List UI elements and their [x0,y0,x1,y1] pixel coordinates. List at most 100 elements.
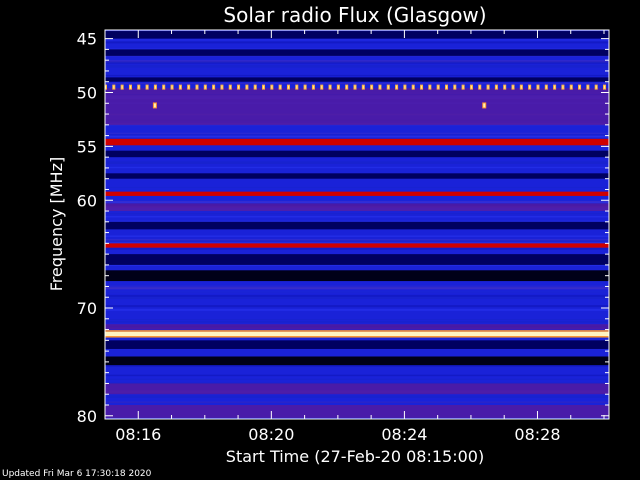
periodic-spot-core [346,85,348,89]
texture-stripe [105,287,609,290]
periodic-spot-core [604,85,606,89]
chart-title: Solar radio Flux (Glasgow) [223,3,486,27]
frequency-band [105,404,609,418]
periodic-spot-core [537,85,539,89]
periodic-spot-core [495,85,497,89]
frequency-band [105,173,609,179]
periodic-spot-core [520,85,522,89]
periodic-spot-core [213,85,215,89]
periodic-spot-core [196,85,198,89]
texture-stripe [105,215,609,218]
periodic-spot-core [437,85,439,89]
periodic-spot-core [421,85,423,89]
periodic-spot-core [545,85,547,89]
texture-stripe [105,166,609,169]
texture-stripe [105,132,609,134]
frequency-band [105,383,609,395]
texture-stripe [105,213,609,215]
texture-stripe [105,240,609,243]
texture-stripe [105,319,609,320]
x-axis-label: Start Time (27-Feb-20 08:15:00) [226,447,484,466]
texture-stripe [105,264,609,267]
frequency-band [105,221,609,230]
texture-stripe [105,395,609,399]
periodic-spot-core [387,85,389,89]
texture-stripe [105,285,609,287]
texture-stripe [105,41,609,44]
y-tick-label: 50 [77,83,97,102]
periodic-spot-core [287,85,289,89]
periodic-spot-core [371,85,373,89]
periodic-spot-core [188,85,190,89]
periodic-spot-core [429,85,431,89]
x-tick-label: 08:16 [115,425,161,444]
texture-stripe [105,363,609,367]
texture-stripe [105,161,609,165]
frequency-band [105,49,609,56]
periodic-spot-core [470,85,472,89]
periodic-spot-core [321,85,323,89]
periodic-spot-core [263,85,265,89]
periodic-spot-core [113,85,115,89]
frequency-band [105,138,609,146]
periodic-spot-core [396,85,398,89]
periodic-spot-core [529,85,531,89]
periodic-spot-core [462,85,464,89]
periodic-spot-core [229,85,231,89]
y-tick-label: 45 [77,30,97,49]
periodic-spot-core [204,85,206,89]
periodic-spot-core [445,85,447,89]
frequency-band [105,324,609,330]
frequency-band [105,203,609,212]
periodic-spot-core [254,85,256,89]
periodic-spot-core [412,85,414,89]
texture-stripe [105,39,609,41]
periodic-spot-core [179,85,181,89]
periodic-spot-core [154,85,156,89]
texture-stripe [105,320,609,323]
periodic-spot-core [238,85,240,89]
periodic-spot-core [129,85,131,89]
periodic-spot-core [362,85,364,89]
x-tick-label: 08:20 [248,425,294,444]
frequency-band [105,331,609,337]
x-tick-label: 08:28 [514,425,560,444]
periodic-spot-core [562,85,564,89]
frequency-band [105,88,609,95]
isolated-spot-core [483,103,486,108]
texture-stripe [105,336,609,339]
frequency-band [105,243,609,248]
frequency-band [105,270,609,282]
periodic-spot-core [271,85,273,89]
periodic-spot-core [221,85,223,89]
frequency-band [105,356,609,366]
y-tick-label: 80 [77,407,97,426]
texture-stripe [105,291,609,293]
periodic-spot-core [296,85,298,89]
texture-stripe [105,235,609,237]
frequency-band-halo [105,336,609,338]
periodic-spot-core [570,85,572,89]
frequency-band [105,191,609,196]
periodic-spot-core [487,85,489,89]
periodic-spot-core [454,85,456,89]
plot-frame [104,29,610,420]
frequency-band-halo [105,330,609,332]
periodic-spot-core [504,85,506,89]
texture-stripe [105,62,609,63]
texture-stripe [105,82,609,84]
texture-stripe [105,374,609,377]
periodic-spot-core [138,85,140,89]
texture-stripe [105,294,609,297]
texture-stripe [105,64,609,68]
x-axis: 08:16 08:20 08:24 08:28 [115,30,605,444]
frequency-band [105,254,609,265]
periodic-spot-core [312,85,314,89]
periodic-spot-core [337,85,339,89]
y-axis: 45 50 55 60 70 80 [77,30,609,426]
updated-timestamp: Updated Fri Mar 6 17:30:18 2020 [2,469,152,479]
texture-stripe [105,308,609,311]
texture-stripe [105,401,609,403]
y-axis-label: Frequency [MHz] [47,157,66,291]
